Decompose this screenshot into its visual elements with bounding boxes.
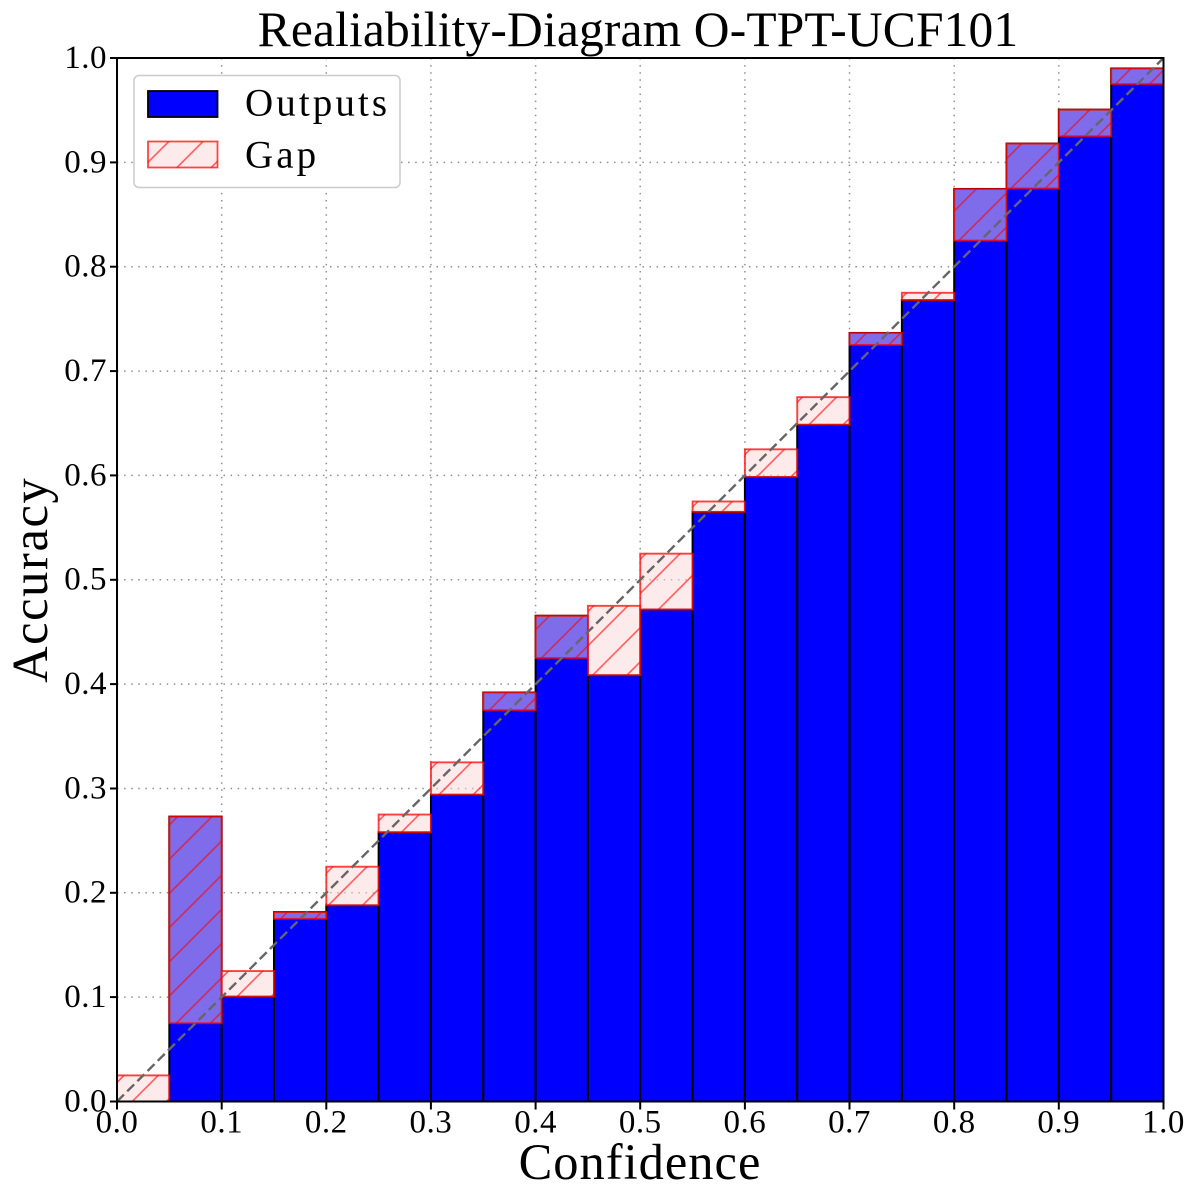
svg-text:Outputs: Outputs <box>245 82 390 125</box>
svg-text:0.3: 0.3 <box>410 1105 453 1141</box>
svg-text:0.1: 0.1 <box>200 1105 243 1141</box>
svg-text:0.4: 0.4 <box>514 1105 557 1141</box>
svg-text:Gap: Gap <box>245 134 319 177</box>
svg-text:0.1: 0.1 <box>64 979 107 1015</box>
svg-text:Realiability-Diagram O-TPT-UCF: Realiability-Diagram O-TPT-UCF101 <box>258 2 1019 57</box>
svg-text:0.7: 0.7 <box>828 1105 871 1141</box>
svg-text:0.4: 0.4 <box>64 666 107 702</box>
svg-text:0.0: 0.0 <box>64 1083 107 1119</box>
svg-text:0.0: 0.0 <box>96 1105 139 1141</box>
svg-text:0.7: 0.7 <box>64 353 107 389</box>
svg-text:0.9: 0.9 <box>1037 1105 1080 1141</box>
svg-text:0.2: 0.2 <box>64 875 107 911</box>
svg-text:1.0: 1.0 <box>1142 1105 1185 1141</box>
svg-text:0.6: 0.6 <box>64 457 107 493</box>
svg-text:Accuracy: Accuracy <box>2 477 58 683</box>
svg-text:0.5: 0.5 <box>64 562 107 598</box>
svg-text:1.0: 1.0 <box>64 40 107 76</box>
svg-text:0.8: 0.8 <box>933 1105 976 1141</box>
svg-text:Confidence: Confidence <box>519 1134 762 1190</box>
svg-text:0.6: 0.6 <box>724 1105 767 1141</box>
svg-text:0.3: 0.3 <box>64 770 107 806</box>
svg-text:0.5: 0.5 <box>619 1105 662 1141</box>
svg-text:0.8: 0.8 <box>64 249 107 285</box>
svg-text:0.2: 0.2 <box>305 1105 348 1141</box>
svg-text:0.9: 0.9 <box>64 144 107 180</box>
